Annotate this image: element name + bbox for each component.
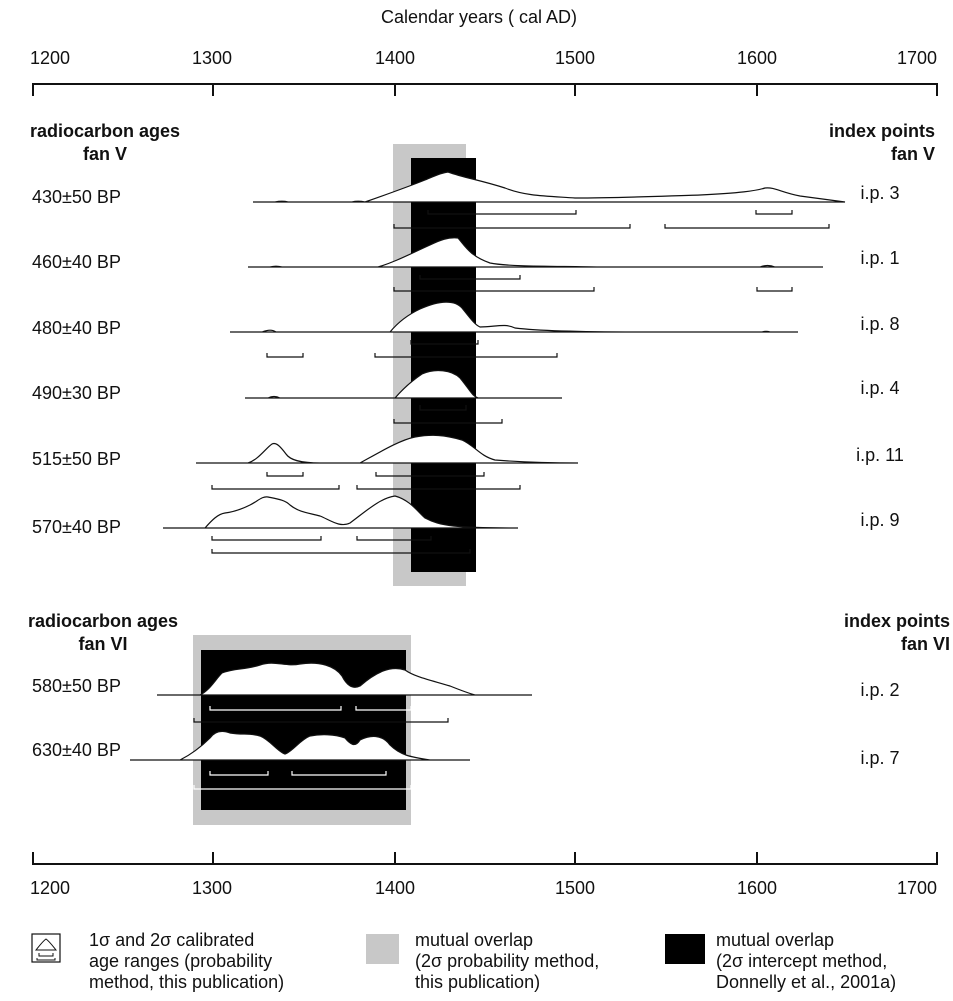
- range-bar: [356, 485, 521, 490]
- age-label: 480±40 BP: [32, 318, 121, 338]
- top-tick-label: 1500: [555, 48, 595, 68]
- svg-text:fan VI: fan VI: [78, 634, 127, 654]
- svg-text:fan V: fan V: [891, 144, 935, 164]
- age-label: 490±30 BP: [32, 383, 121, 403]
- legend-black-box: [665, 934, 705, 964]
- fan-v-right-header: index points fan V: [829, 121, 935, 164]
- ranges-on-black: [193, 706, 412, 790]
- age-label: 460±40 BP: [32, 252, 121, 272]
- range-bar: [291, 771, 387, 776]
- svg-text:radiocarbon ages: radiocarbon ages: [30, 121, 180, 141]
- range-bar: [419, 405, 467, 411]
- top-tick-label: 1400: [375, 48, 415, 68]
- range-bar: [193, 718, 449, 723]
- fan-v-left-header: radiocarbon ages fan V: [30, 121, 180, 164]
- curve-ip-11: [196, 434, 579, 464]
- age-label: 430±50 BP: [32, 187, 121, 207]
- bottom-axis: 1200 1300 1400 1500 1600 1700: [30, 852, 938, 898]
- probability-curves: [130, 171, 846, 761]
- legend-item-intercept-overlap: mutual overlap (2σ intercept method, Don…: [716, 930, 897, 992]
- range-bar: [211, 549, 471, 554]
- ip-label: i.p. 2: [860, 680, 899, 700]
- top-axis: 1200 1300 1400 1500 1600 1700: [30, 48, 938, 96]
- age-label: 630±40 BP: [32, 740, 121, 760]
- range-bar: [356, 536, 432, 541]
- ip-label: i.p. 8: [860, 314, 899, 334]
- range-bar: [393, 419, 503, 424]
- age-label: 515±50 BP: [32, 449, 121, 469]
- range-bar: [266, 353, 304, 358]
- legend-item-probability-overlap: mutual overlap (2σ probability method, t…: [415, 930, 600, 992]
- fan-vi-left-header: radiocarbon ages fan VI: [28, 611, 178, 654]
- bottom-tick-label: 1400: [375, 878, 415, 898]
- age-label: 570±40 BP: [32, 517, 121, 537]
- range-bar: [755, 210, 793, 215]
- range-bar: [375, 472, 485, 477]
- ip-label: i.p. 11: [856, 445, 904, 465]
- index-point-labels: i.p. 3 i.p. 1 i.p. 8 i.p. 4 i.p. 11 i.p.…: [856, 183, 904, 768]
- top-tick-label: 1300: [192, 48, 232, 68]
- range-bar: [664, 224, 830, 229]
- svg-text:radiocarbon ages: radiocarbon ages: [28, 611, 178, 631]
- range-bar: [193, 785, 412, 790]
- legend-gray-box: [366, 934, 399, 964]
- curve-ip-2: [157, 662, 532, 696]
- svg-text:index points: index points: [829, 121, 935, 141]
- radiocarbon-age-labels: 430±50 BP 460±40 BP 480±40 BP 490±30 BP …: [32, 187, 121, 760]
- top-tick-label: 1200: [30, 48, 70, 68]
- svg-text:fan VI: fan VI: [901, 634, 950, 654]
- range-bar: [209, 771, 269, 776]
- range-bar: [374, 353, 558, 358]
- ip-label: i.p. 3: [860, 183, 899, 203]
- bottom-tick-label: 1300: [192, 878, 232, 898]
- range-bar: [355, 706, 412, 711]
- curve-ip-3: [253, 171, 846, 203]
- bottom-tick-label: 1500: [555, 878, 595, 898]
- ip-label: i.p. 9: [860, 510, 899, 530]
- range-bar: [756, 287, 793, 292]
- svg-text:fan V: fan V: [83, 144, 127, 164]
- range-bar: [393, 224, 631, 229]
- svg-text:index points: index points: [844, 611, 950, 631]
- legend-item-calibrated-ranges: 1σ and 2σ calibrated age ranges (probabi…: [89, 930, 285, 992]
- bottom-tick-label: 1700: [897, 878, 937, 898]
- curve-ip-4: [245, 369, 562, 399]
- top-tick-label: 1600: [737, 48, 777, 68]
- range-bar: [419, 275, 521, 280]
- calibrated-age-ranges: [211, 210, 830, 554]
- fan-vi-right-header: index points fan VI: [844, 611, 950, 654]
- legend-range-symbol: [31, 933, 61, 963]
- range-bar: [266, 472, 304, 477]
- range-bar: [427, 210, 577, 215]
- range-bar: [211, 485, 340, 490]
- fan-v-intercept-overlap: [411, 158, 476, 572]
- ip-label: i.p. 4: [860, 378, 899, 398]
- bottom-tick-label: 1200: [30, 878, 70, 898]
- range-bar: [209, 706, 342, 711]
- top-tick-label: 1700: [897, 48, 937, 68]
- curve-ip-7: [130, 730, 470, 761]
- age-label: 580±50 BP: [32, 676, 121, 696]
- bottom-tick-label: 1600: [737, 878, 777, 898]
- ip-label: i.p. 7: [860, 748, 899, 768]
- range-bar: [393, 287, 595, 292]
- range-bar: [211, 536, 322, 541]
- curve-ip-9: [163, 495, 519, 529]
- top-axis-title: Calendar years ( cal AD): [381, 7, 577, 27]
- range-bar: [410, 340, 479, 345]
- curve-ip-1: [248, 237, 823, 268]
- ip-label: i.p. 1: [860, 248, 899, 268]
- curve-ip-8: [230, 301, 798, 333]
